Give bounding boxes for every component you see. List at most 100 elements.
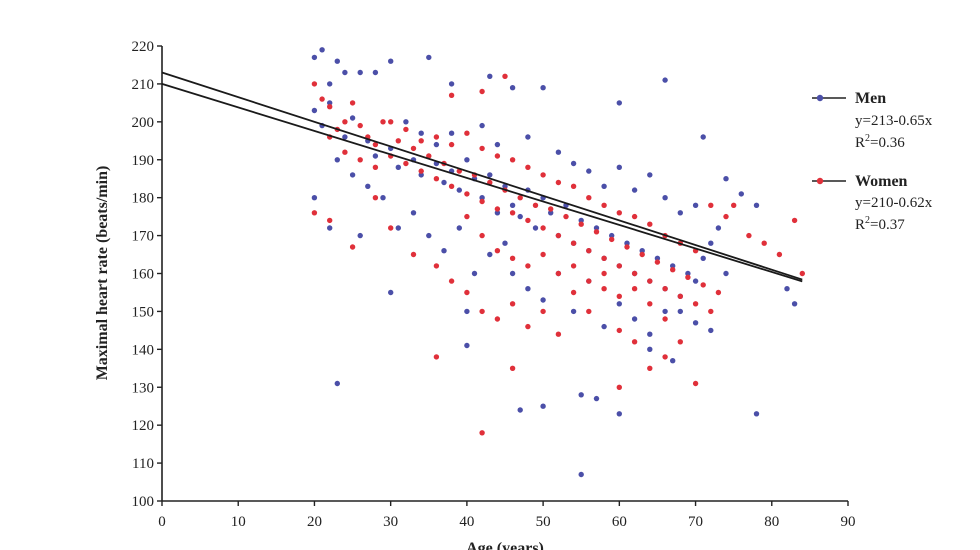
- women-data-point: [700, 282, 706, 288]
- men-data-point: [677, 308, 683, 315]
- men-data-point: [784, 286, 790, 292]
- men-data-point: [616, 411, 622, 417]
- men-data-point: [586, 168, 592, 174]
- men-data-point: [395, 164, 401, 170]
- women-data-point: [570, 289, 577, 296]
- y-tick-label: 130: [132, 380, 155, 396]
- women-data-point: [509, 210, 516, 216]
- women-data-point: [494, 153, 501, 159]
- x-ticks: 0 10 20 30 40 50 60 70 80 90: [158, 501, 856, 530]
- women-data-point: [692, 380, 699, 387]
- women-data-point: [601, 255, 607, 261]
- men-data-point: [685, 270, 691, 277]
- legend-men-equation: y=213-0.65x: [855, 113, 933, 129]
- women-data-point: [410, 145, 417, 152]
- y-tick-label: 140: [132, 342, 155, 358]
- legend-women-r2: R2=0.37: [855, 215, 905, 233]
- x-tick-label: 10: [231, 514, 246, 530]
- y-tick-label: 220: [132, 39, 155, 55]
- women-data-point: [555, 232, 562, 239]
- x-tick-label: 30: [383, 514, 398, 530]
- men-data-point: [548, 210, 554, 216]
- women-data-point: [357, 122, 363, 129]
- women-data-point: [616, 293, 622, 299]
- men-data-point: [342, 134, 348, 140]
- men-data-point: [677, 210, 683, 216]
- women-data-point: [662, 354, 668, 360]
- legend-women: Women y=210-0.62x R2=0.37: [812, 173, 933, 233]
- women-data-point: [601, 286, 607, 292]
- women-data-point: [327, 217, 333, 224]
- women-data-point: [647, 278, 653, 284]
- women-data-point: [670, 267, 676, 273]
- women-data-point: [540, 172, 546, 178]
- men-data-point: [349, 172, 356, 178]
- men-data-point: [319, 47, 325, 53]
- men-data-point: [753, 411, 760, 417]
- men-data-point: [700, 255, 706, 261]
- legend-men-r2: R2=0.36: [855, 133, 905, 151]
- men-data-point: [616, 164, 622, 170]
- women-data-point: [388, 119, 394, 125]
- men-data-point: [441, 179, 447, 186]
- y-tick-label: 150: [132, 304, 155, 320]
- men-data-point: [418, 172, 424, 178]
- women-data-point: [525, 263, 531, 269]
- men-data-point: [487, 251, 493, 258]
- men-data-point: [708, 240, 714, 246]
- men-data-point: [334, 380, 340, 387]
- men-data-point: [578, 217, 584, 224]
- men-data-point: [692, 278, 699, 284]
- men-data-point: [372, 69, 379, 76]
- men-data-point: [555, 149, 562, 155]
- women-data-point: [349, 244, 356, 250]
- men-data-point: [509, 270, 516, 277]
- women-data-point: [426, 153, 432, 159]
- women-data-point: [525, 164, 531, 170]
- y-tick-label: 120: [132, 418, 155, 434]
- men-data-point: [708, 327, 714, 334]
- men-data-point: [372, 153, 379, 159]
- women-data-point: [349, 100, 356, 106]
- men-data-point: [601, 323, 607, 330]
- women-data-point: [372, 164, 379, 170]
- y-tick-label: 200: [132, 115, 155, 131]
- x-tick-label: 90: [841, 514, 856, 530]
- men-data-point: [311, 107, 318, 114]
- women-data-point: [570, 263, 577, 269]
- women-data-point: [342, 149, 348, 155]
- legend-women-r2-sup: 2: [865, 215, 870, 226]
- women-data-point: [578, 221, 584, 227]
- women-data-point: [647, 301, 653, 307]
- women-data-point: [639, 251, 645, 258]
- series-women-points: [311, 73, 805, 436]
- men-data-point: [723, 270, 729, 277]
- women-data-point: [647, 221, 653, 227]
- men-data-point: [715, 225, 722, 231]
- men-data-point: [464, 157, 470, 163]
- women-data-point: [570, 240, 577, 246]
- women-data-point: [525, 217, 531, 224]
- women-data-point: [616, 210, 622, 216]
- women-data-point: [494, 316, 501, 322]
- women-data-point: [540, 251, 546, 258]
- women-data-point: [715, 289, 722, 296]
- men-data-point: [349, 115, 356, 121]
- men-data-point: [334, 58, 340, 64]
- women-data-point: [609, 236, 615, 243]
- men-data-point: [388, 58, 394, 64]
- y-ticks: 100 110 120 130 140 150 160 170 180 190 200 210 220: [132, 39, 162, 510]
- women-data-point: [586, 278, 592, 284]
- women-data-point: [631, 213, 638, 220]
- men-data-point: [570, 160, 577, 167]
- men-data-point: [723, 176, 729, 182]
- men-data-point: [647, 172, 653, 178]
- y-tick-label: 180: [132, 191, 155, 207]
- women-data-point: [647, 365, 653, 371]
- women-data-point: [540, 308, 546, 315]
- women-data-point: [357, 157, 363, 163]
- men-data-point: [662, 308, 668, 315]
- plot-area: 0 10 20 30 40 50 60 70 80 90 100 110 120 130 140 150 16…: [132, 39, 856, 530]
- legend-women-r2-prefix: R: [855, 217, 865, 233]
- women-data-point: [448, 278, 455, 284]
